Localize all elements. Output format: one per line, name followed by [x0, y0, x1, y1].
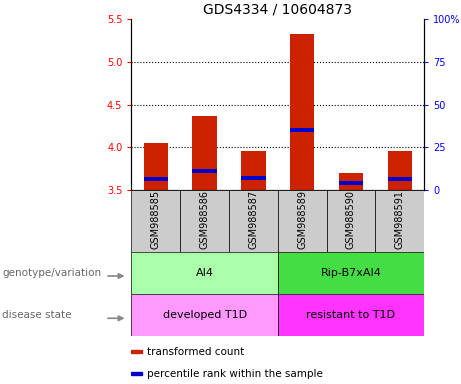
Bar — [375, 190, 424, 252]
Title: GDS4334 / 10604873: GDS4334 / 10604873 — [203, 3, 352, 17]
Bar — [388, 151, 412, 190]
Bar — [131, 294, 278, 336]
Bar — [229, 190, 278, 252]
Bar — [278, 294, 424, 336]
Text: GSM988587: GSM988587 — [248, 190, 258, 249]
Bar — [131, 350, 142, 353]
Text: GSM988591: GSM988591 — [395, 190, 405, 249]
Bar — [143, 177, 168, 181]
Bar — [388, 177, 412, 181]
Bar — [278, 252, 424, 294]
Bar — [192, 116, 217, 190]
Text: percentile rank within the sample: percentile rank within the sample — [147, 369, 323, 379]
Bar — [192, 169, 217, 174]
Text: GSM988585: GSM988585 — [151, 190, 161, 249]
Bar — [241, 176, 266, 180]
Bar — [143, 143, 168, 190]
Text: resistant to T1D: resistant to T1D — [307, 310, 396, 320]
Bar — [131, 372, 142, 375]
Bar — [326, 190, 375, 252]
Bar — [241, 151, 266, 190]
Text: GSM988590: GSM988590 — [346, 190, 356, 249]
Bar — [278, 190, 326, 252]
Text: transformed count: transformed count — [147, 346, 244, 357]
Text: GSM988586: GSM988586 — [200, 190, 210, 249]
Text: developed T1D: developed T1D — [163, 310, 247, 320]
Bar — [290, 34, 314, 190]
Bar — [290, 128, 314, 132]
Bar — [180, 190, 229, 252]
Text: GSM988589: GSM988589 — [297, 190, 307, 249]
Bar — [131, 252, 278, 294]
Text: disease state: disease state — [2, 310, 72, 320]
Text: AI4: AI4 — [195, 268, 213, 278]
Bar — [339, 181, 363, 185]
Text: genotype/variation: genotype/variation — [2, 268, 101, 278]
Text: Rip-B7xAI4: Rip-B7xAI4 — [320, 268, 381, 278]
Bar — [131, 190, 180, 252]
Bar — [339, 173, 363, 190]
